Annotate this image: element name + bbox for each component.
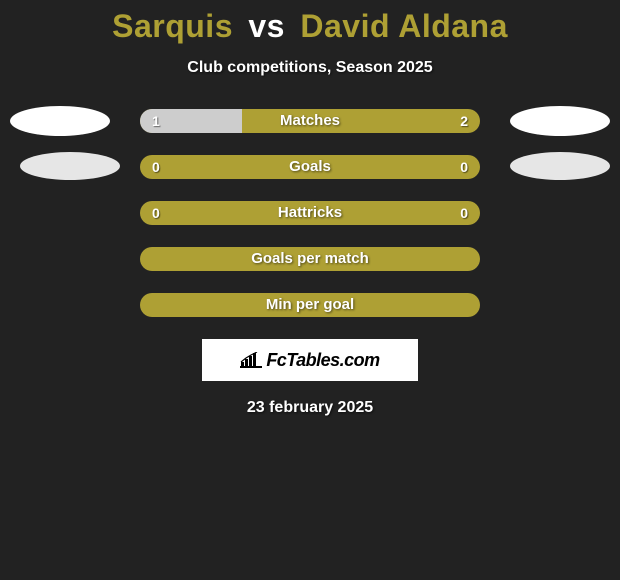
attribution-badge: FcTables.com (202, 339, 418, 381)
player2-avatar (510, 106, 610, 136)
attribution-text: FcTables.com (266, 350, 379, 371)
stat-row-matches: 1 Matches 2 (0, 109, 620, 133)
comparison-infographic: Sarquis vs David Aldana Club competition… (0, 0, 620, 580)
stat-row-hattricks: 0 Hattricks 0 (0, 201, 620, 225)
stat-value-right: 2 (460, 109, 468, 133)
stat-row-goals: 0 Goals 0 (0, 155, 620, 179)
date-text: 23 february 2025 (0, 399, 620, 417)
stat-label: Goals (140, 155, 480, 179)
stat-bar: 1 Matches 2 (140, 109, 480, 133)
player2-name: David Aldana (300, 8, 508, 44)
stat-label: Hattricks (140, 201, 480, 225)
player1-name: Sarquis (112, 8, 233, 44)
player1-avatar (10, 106, 110, 136)
stat-bar: 0 Hattricks 0 (140, 201, 480, 225)
player1-avatar-2 (20, 152, 120, 180)
subtitle: Club competitions, Season 2025 (0, 59, 620, 77)
stats-rows: 1 Matches 2 0 Goals 0 0 Hattricks (0, 109, 620, 317)
stat-bar: Min per goal (140, 293, 480, 317)
stat-bar: Goals per match (140, 247, 480, 271)
attribution-logo: FcTables.com (240, 350, 379, 371)
stat-value-right: 0 (460, 155, 468, 179)
stat-label: Matches (140, 109, 480, 133)
stat-value-right: 0 (460, 201, 468, 225)
page-title: Sarquis vs David Aldana (0, 0, 620, 45)
vs-separator: vs (248, 8, 285, 44)
player2-avatar-2 (510, 152, 610, 180)
stat-row-gpm: Goals per match (0, 247, 620, 271)
stat-label: Min per goal (140, 293, 480, 317)
stat-row-mpg: Min per goal (0, 293, 620, 317)
stat-bar: 0 Goals 0 (140, 155, 480, 179)
chart-bars-icon (240, 352, 262, 368)
stat-label: Goals per match (140, 247, 480, 271)
